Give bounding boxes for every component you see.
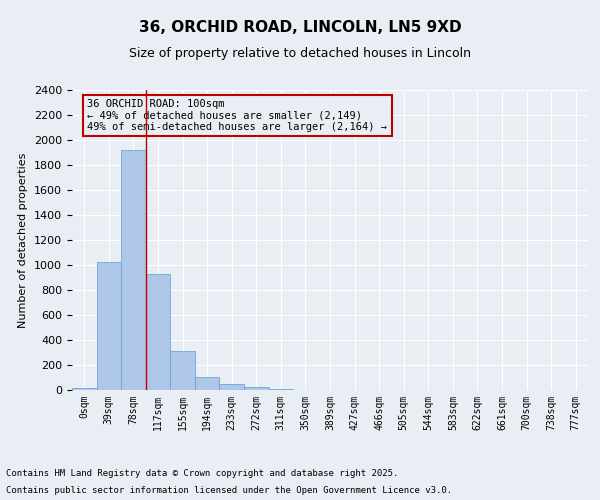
Text: 36, ORCHID ROAD, LINCOLN, LN5 9XD: 36, ORCHID ROAD, LINCOLN, LN5 9XD xyxy=(139,20,461,35)
Bar xyxy=(269,388,293,390)
Y-axis label: Number of detached properties: Number of detached properties xyxy=(19,152,28,328)
Bar xyxy=(121,150,146,390)
Text: 36 ORCHID ROAD: 100sqm
← 49% of detached houses are smaller (2,149)
49% of semi-: 36 ORCHID ROAD: 100sqm ← 49% of detached… xyxy=(88,99,388,132)
Text: Size of property relative to detached houses in Lincoln: Size of property relative to detached ho… xyxy=(129,48,471,60)
Bar xyxy=(220,384,244,390)
Text: Contains public sector information licensed under the Open Government Licence v3: Contains public sector information licen… xyxy=(6,486,452,495)
Bar xyxy=(72,388,97,390)
Bar xyxy=(97,262,121,390)
Bar xyxy=(146,274,170,390)
Bar xyxy=(195,377,220,390)
Bar xyxy=(170,351,195,390)
Bar xyxy=(244,387,269,390)
Text: Contains HM Land Registry data © Crown copyright and database right 2025.: Contains HM Land Registry data © Crown c… xyxy=(6,468,398,477)
